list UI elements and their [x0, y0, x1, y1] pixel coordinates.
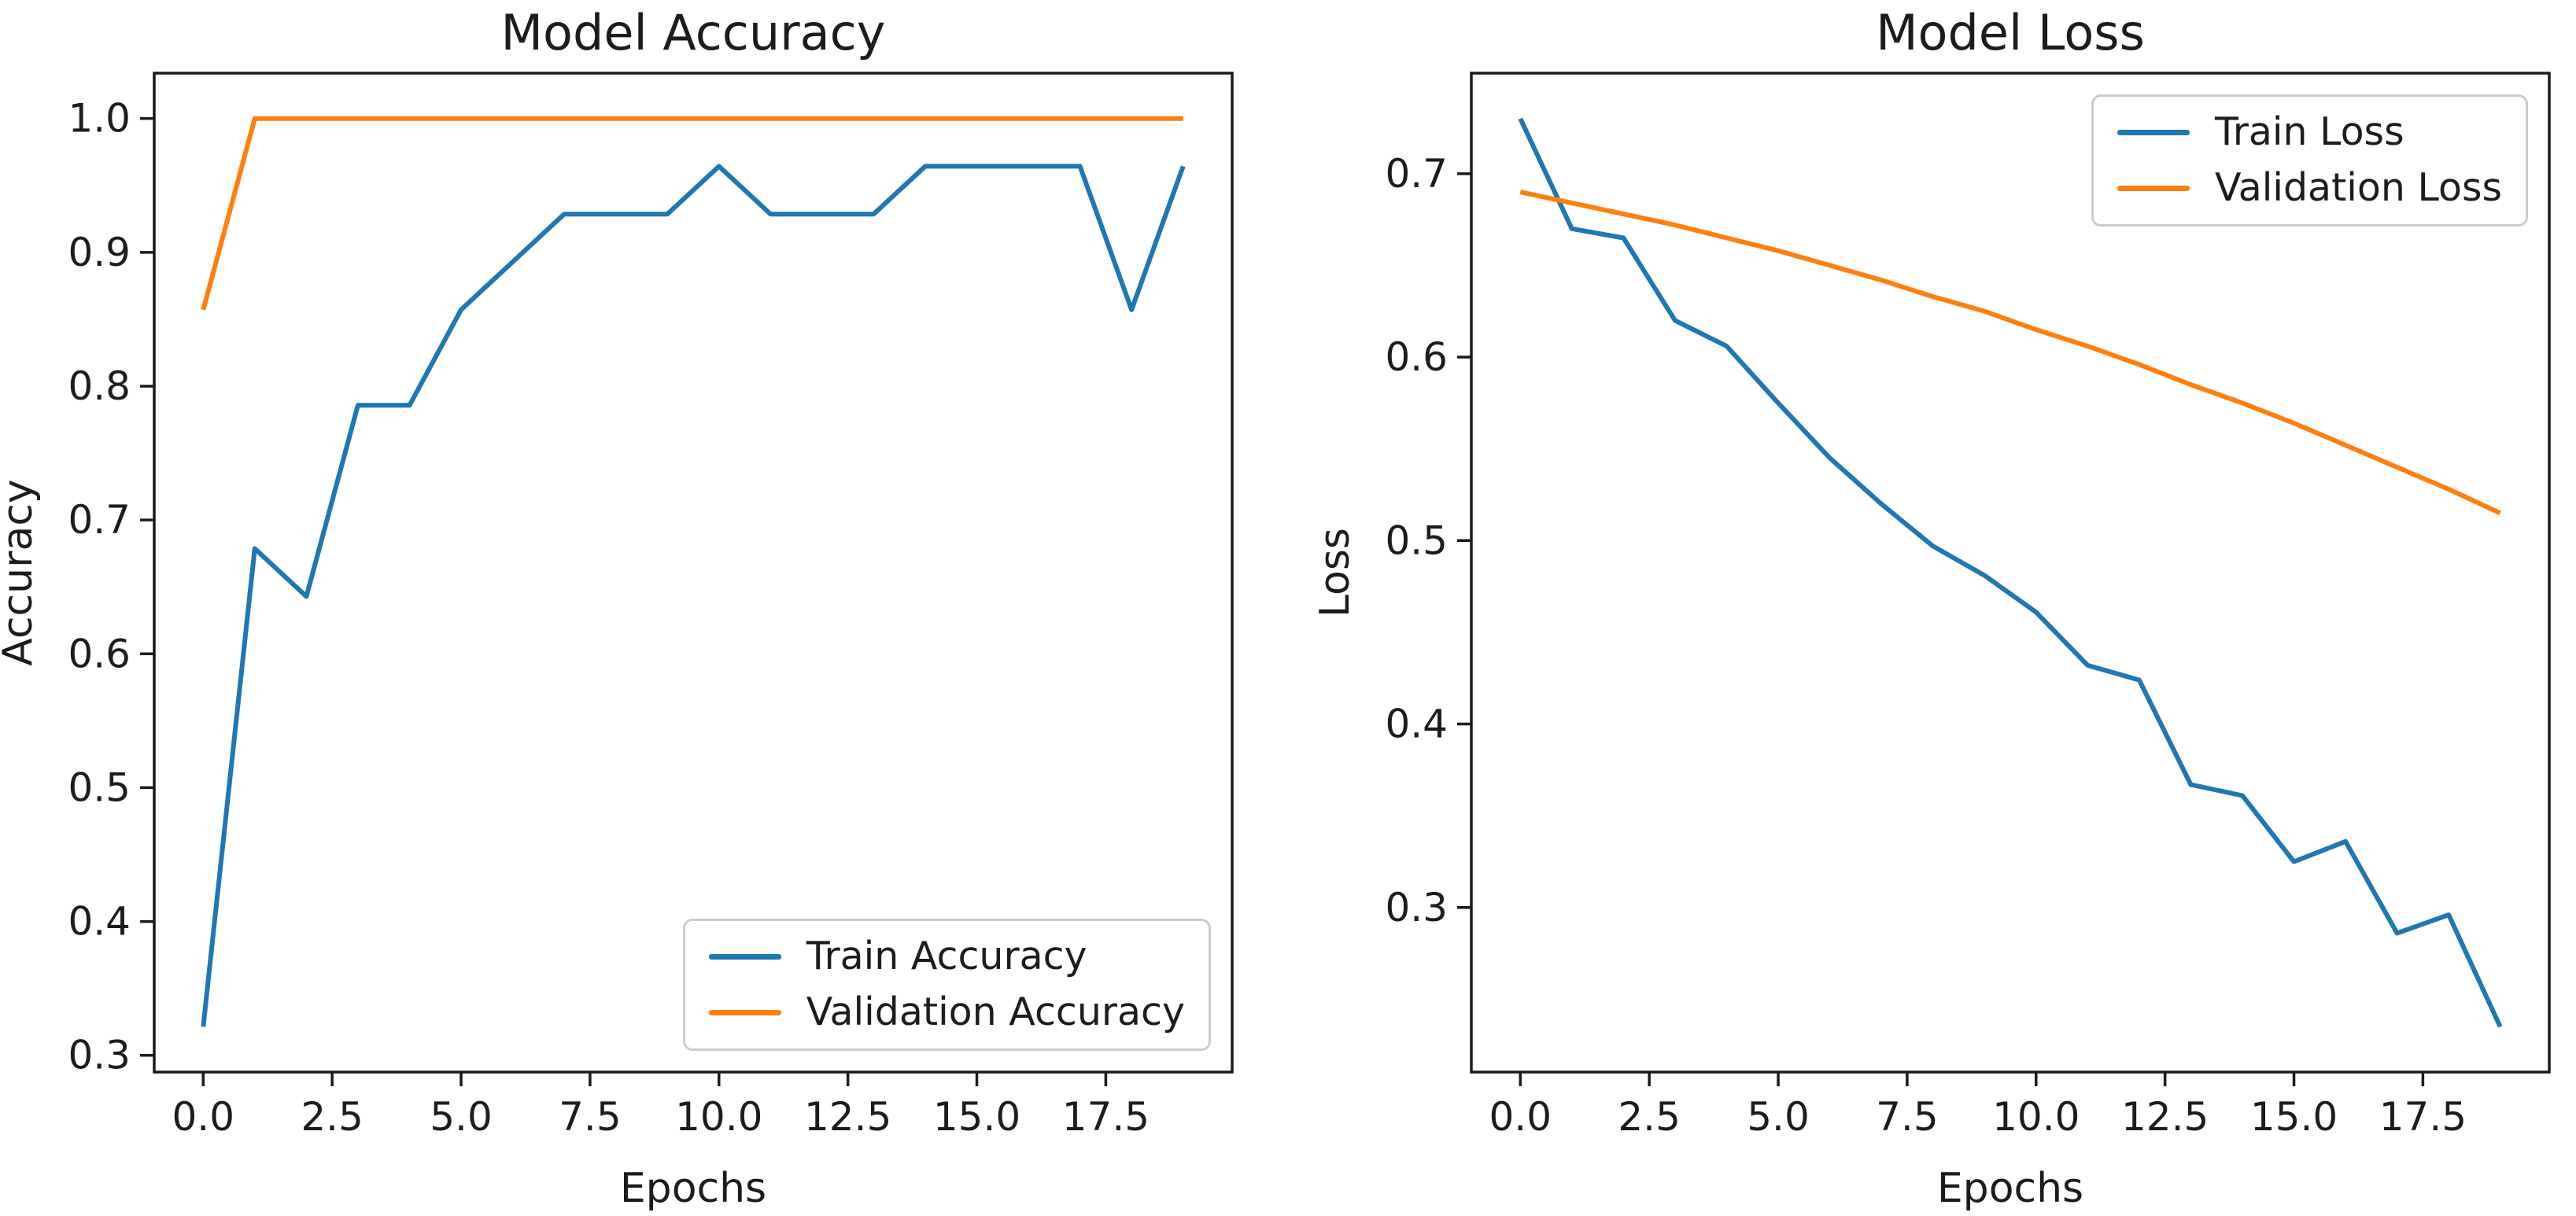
x-tick-label: 15.0: [933, 1094, 1020, 1140]
y-tick-label: 0.3: [1385, 885, 1448, 930]
accuracy-chart: 0.0 2.5 5.0 7.5 10.0 12.5 15.0 17.5 0.3 0.4 0.5 0.6…: [0, 4, 1234, 1212]
legend-label: Train Loss: [2214, 109, 2404, 154]
plot-frame: [153, 72, 1234, 1074]
chart-title: Model Loss: [1876, 4, 2145, 61]
x-tick-label: 0.0: [1489, 1094, 1552, 1140]
y-axis-label: Accuracy: [0, 479, 42, 665]
x-tick-label: 12.5: [2121, 1094, 2209, 1140]
legend-line-sample: [2117, 129, 2190, 135]
legend-label: Train Accuracy: [806, 934, 1087, 979]
y-tick-label: 0.6: [1385, 334, 1448, 380]
x-tick-label: 7.5: [559, 1094, 622, 1140]
x-axis-label: Epochs: [620, 1165, 766, 1212]
x-tick-label: 10.0: [675, 1094, 762, 1140]
y-axis-label: Loss: [1312, 528, 1359, 617]
legend-line-sample: [708, 954, 781, 960]
accuracy-chart-legend: Train Accuracy Validation Accuracy: [682, 919, 1211, 1051]
legend-item: Validation Loss: [2117, 164, 2502, 210]
y-tick-label: 0.5: [68, 765, 131, 810]
y-tick-label: 0.9: [68, 230, 131, 275]
loss-chart-legend: Train Loss Validation Loss: [2091, 94, 2528, 227]
validation-loss-line: [1519, 190, 2501, 516]
legend-item: Train Accuracy: [708, 934, 1185, 979]
x-tick-label: 10.0: [1992, 1094, 2080, 1140]
y-tick-label: 0.3: [68, 1033, 131, 1078]
y-tick-label: 0.5: [1385, 518, 1448, 563]
x-tick-label: 0.0: [172, 1094, 235, 1140]
y-tick-label: 0.7: [1385, 151, 1448, 197]
x-tick-label: 17.5: [2379, 1094, 2467, 1140]
y-tick-label: 0.4: [68, 899, 131, 945]
y-tick-label: 0.7: [68, 497, 131, 543]
x-tick-label: 2.5: [301, 1094, 364, 1140]
loss-chart: 0.0 2.5 5.0 7.5 10.0 12.5 15.0 17.5 0.3 0.4 0.5 0.6…: [1312, 4, 2551, 1212]
legend-line-sample: [2117, 185, 2190, 191]
x-tick-label: 5.0: [1747, 1094, 1810, 1140]
legend-item: Train Loss: [2117, 109, 2502, 154]
y-tick-label: 0.6: [68, 631, 131, 676]
x-tick-label: 2.5: [1618, 1094, 1681, 1140]
x-tick-label: 12.5: [804, 1094, 891, 1140]
legend-label: Validation Loss: [2214, 164, 2502, 210]
x-tick-label: 7.5: [1876, 1094, 1939, 1140]
train-loss-line: [1518, 117, 2503, 1028]
plot-frame: [1470, 72, 2551, 1074]
legend-label: Validation Accuracy: [806, 989, 1185, 1035]
x-tick-label: 5.0: [430, 1094, 493, 1140]
x-axis-label: Epochs: [1937, 1165, 2083, 1212]
legend-line-sample: [708, 1010, 781, 1016]
y-tick-label: 1.0: [68, 96, 131, 142]
y-tick-label: 0.4: [1385, 702, 1448, 747]
x-tick-label: 15.0: [2250, 1094, 2338, 1140]
x-tick-label: 17.5: [1062, 1094, 1150, 1140]
y-tick-label: 0.8: [68, 363, 131, 409]
legend-item: Validation Accuracy: [708, 989, 1185, 1035]
chart-title: Model Accuracy: [501, 4, 886, 61]
train-accuracy-line: [201, 164, 1186, 1027]
validation-accuracy-line: [201, 116, 1183, 311]
